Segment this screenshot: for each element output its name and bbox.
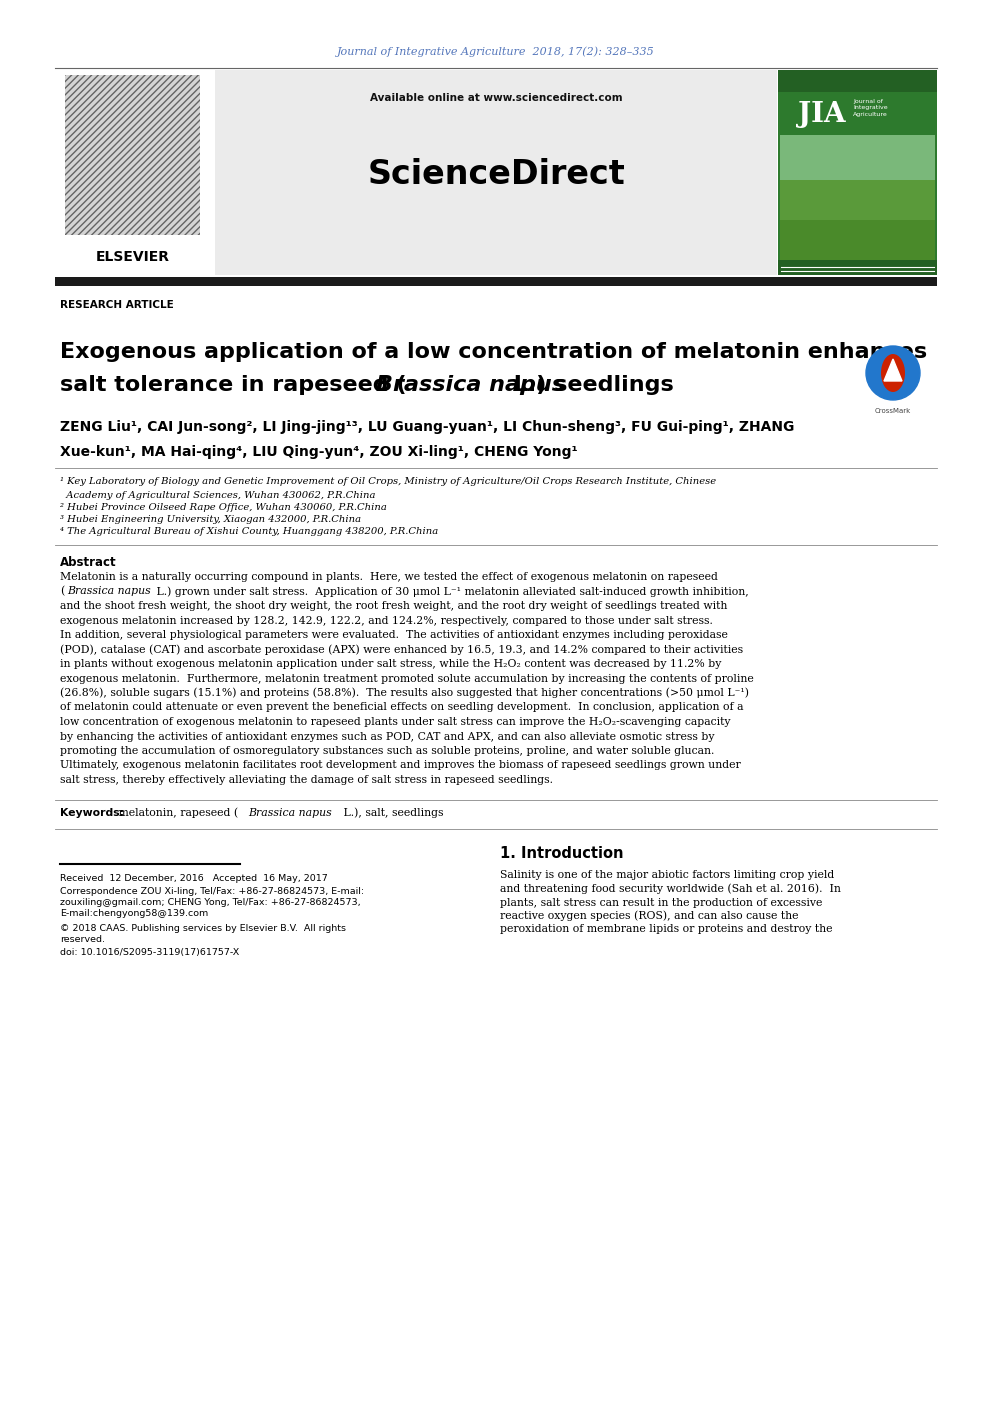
Text: Xue-kun¹, MA Hai-qing⁴, LIU Qing-yun⁴, ZOU Xi-ling¹, CHENG Yong¹: Xue-kun¹, MA Hai-qing⁴, LIU Qing-yun⁴, Z… [60, 445, 577, 459]
Text: reserved.: reserved. [60, 934, 105, 944]
Text: L.), salt, seedlings: L.), salt, seedlings [340, 807, 443, 818]
Text: 1. Introduction: 1. Introduction [500, 846, 624, 861]
Text: low concentration of exogenous melatonin to rapeseed plants under salt stress ca: low concentration of exogenous melatonin… [60, 717, 730, 727]
Text: in plants without exogenous melatonin application under salt stress, while the H: in plants without exogenous melatonin ap… [60, 659, 721, 669]
Text: ⁴ The Agricultural Bureau of Xishui County, Huanggang 438200, P.R.China: ⁴ The Agricultural Bureau of Xishui Coun… [60, 526, 438, 536]
Text: Correspondence ZOU Xi-ling, Tel/Fax: +86-27-86824573, E-mail:: Correspondence ZOU Xi-ling, Tel/Fax: +86… [60, 887, 364, 897]
Bar [780, 135, 935, 180]
Text: Exogenous application of a low concentration of melatonin enhances: Exogenous application of a low concentra… [60, 342, 928, 362]
Text: Keywords:: Keywords: [60, 808, 124, 818]
Circle shape [866, 347, 920, 400]
Text: salt tolerance in rapeseed (: salt tolerance in rapeseed ( [60, 375, 407, 396]
Text: (26.8%), soluble sugars (15.1%) and proteins (58.8%).  The results also suggeste: (26.8%), soluble sugars (15.1%) and prot… [60, 687, 749, 699]
Text: © 2018 CAAS. Publishing services by Elsevier B.V.  All rights: © 2018 CAAS. Publishing services by Else… [60, 925, 346, 933]
Text: ³ Hubei Engineering University, Xiaogan 432000, P.R.China: ³ Hubei Engineering University, Xiaogan … [60, 515, 361, 523]
Text: L.) grown under salt stress.  Application of 30 μmol L⁻¹ melatonin alleviated sa: L.) grown under salt stress. Application… [153, 586, 749, 596]
Text: and the shoot fresh weight, the shoot dry weight, the root fresh weight, and the: and the shoot fresh weight, the shoot dr… [60, 600, 727, 610]
Text: salt stress, thereby effectively alleviating the damage of salt stress in rapese: salt stress, thereby effectively allevia… [60, 774, 553, 786]
Text: reactive oxygen species (ROS), and can also cause the: reactive oxygen species (ROS), and can a… [500, 911, 799, 922]
Text: CrossMark: CrossMark [875, 408, 911, 414]
Bar [65, 74, 200, 246]
Bar [778, 70, 937, 93]
Bar [65, 74, 200, 234]
Text: Academy of Agricultural Sciences, Wuhan 430062, P.R.China: Academy of Agricultural Sciences, Wuhan … [60, 491, 376, 499]
Bar [55, 276, 937, 286]
Text: exogenous melatonin increased by 128.2, 142.9, 122.2, and 124.2%, respectively, : exogenous melatonin increased by 128.2, … [60, 616, 713, 626]
Text: ZENG Liu¹, CAI Jun-song², LI Jing-jing¹³, LU Guang-yuan¹, LI Chun-sheng³, FU Gui: ZENG Liu¹, CAI Jun-song², LI Jing-jing¹³… [60, 419, 795, 434]
Text: Brassica napus: Brassica napus [376, 375, 565, 396]
Text: Journal of Integrative Agriculture  2018, 17(2): 328–335: Journal of Integrative Agriculture 2018,… [337, 46, 655, 58]
Bar [780, 220, 935, 269]
Text: Brassica napus: Brassica napus [248, 808, 331, 818]
Ellipse shape [881, 354, 905, 391]
Bar [780, 175, 935, 269]
Text: RESEARCH ARTICLE: RESEARCH ARTICLE [60, 300, 174, 310]
Text: and threatening food security worldwide (Sah et al. 2016).  In: and threatening food security worldwide … [500, 884, 841, 894]
Text: Salinity is one of the major abiotic factors limiting crop yield: Salinity is one of the major abiotic fac… [500, 870, 834, 881]
Text: In addition, several physiological parameters were evaluated.  The activities of: In addition, several physiological param… [60, 630, 728, 640]
Text: Ultimately, exogenous melatonin facilitates root development and improves the bi: Ultimately, exogenous melatonin facilita… [60, 760, 741, 770]
Text: ¹ Key Laboratory of Biology and Genetic Improvement of Oil Crops, Ministry of Ag: ¹ Key Laboratory of Biology and Genetic … [60, 477, 716, 487]
Text: exogenous melatonin.  Furthermore, melatonin treatment promoted solute accumulat: exogenous melatonin. Furthermore, melato… [60, 673, 754, 683]
Text: Abstract: Abstract [60, 556, 117, 568]
Text: promoting the accumulation of osmoregulatory substances such as soluble proteins: promoting the accumulation of osmoregula… [60, 746, 714, 756]
Text: (: ( [60, 586, 64, 596]
Text: Journal of
Integrative
Agriculture: Journal of Integrative Agriculture [853, 98, 888, 116]
Text: doi: 10.1016/S2095-3119(17)61757-X: doi: 10.1016/S2095-3119(17)61757-X [60, 948, 239, 957]
Text: E-mail:chengyong58@139.com: E-mail:chengyong58@139.com [60, 909, 208, 918]
Text: ELSEVIER: ELSEVIER [96, 250, 170, 264]
Text: Brassica napus: Brassica napus [67, 586, 151, 596]
Bar [65, 74, 200, 234]
Text: Received  12 December, 2016   Accepted  16 May, 2017: Received 12 December, 2016 Accepted 16 M… [60, 874, 327, 882]
Bar [778, 260, 937, 275]
Text: (POD), catalase (CAT) and ascorbate peroxidase (APX) were enhanced by 16.5, 19.3: (POD), catalase (CAT) and ascorbate pero… [60, 644, 743, 655]
Text: melatonin, rapeseed (: melatonin, rapeseed ( [115, 807, 238, 818]
Bar [778, 70, 937, 275]
Text: plants, salt stress can result in the production of excessive: plants, salt stress can result in the pr… [500, 898, 822, 908]
Text: Melatonin is a naturally occurring compound in plants.  Here, we tested the effe: Melatonin is a naturally occurring compo… [60, 572, 718, 582]
Text: ScienceDirect: ScienceDirect [367, 159, 625, 191]
Text: JIA: JIA [798, 101, 845, 129]
Text: peroxidation of membrane lipids or proteins and destroy the: peroxidation of membrane lipids or prote… [500, 925, 832, 934]
Text: L.) seedlings: L.) seedlings [506, 375, 674, 396]
Polygon shape [884, 359, 902, 382]
Text: zouxiling@gmail.com; CHENG Yong, Tel/Fax: +86-27-86824573,: zouxiling@gmail.com; CHENG Yong, Tel/Fax… [60, 898, 361, 906]
Bar [215, 70, 777, 275]
Text: by enhancing the activities of antioxidant enzymes such as POD, CAT and APX, and: by enhancing the activities of antioxida… [60, 731, 714, 742]
Text: of melatonin could attenuate or even prevent the beneficial effects on seedling : of melatonin could attenuate or even pre… [60, 703, 743, 713]
Text: Available online at www.sciencedirect.com: Available online at www.sciencedirect.co… [370, 93, 622, 102]
Text: ² Hubei Province Oilseed Rape Office, Wuhan 430060, P.R.China: ² Hubei Province Oilseed Rape Office, Wu… [60, 502, 387, 512]
